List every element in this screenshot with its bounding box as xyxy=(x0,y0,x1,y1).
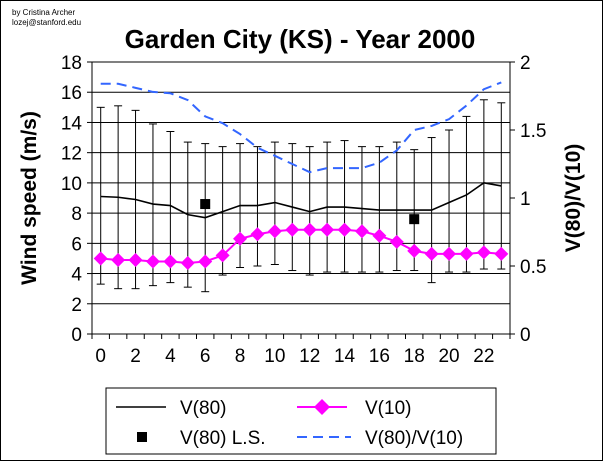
v10-marker-18 xyxy=(407,243,422,258)
y2-tick-label-3: 1.5 xyxy=(520,121,546,142)
legend-v10-swatch-marker xyxy=(314,399,330,415)
y-tick-label-2: 4 xyxy=(71,265,82,286)
v10-marker-17 xyxy=(389,234,404,249)
x-tick-label-9: 18 xyxy=(404,346,425,367)
v10-marker-3 xyxy=(145,254,160,269)
x-tick-label-5: 10 xyxy=(264,346,285,367)
v10-marker-19 xyxy=(424,246,439,261)
v10-marker-5 xyxy=(180,255,195,270)
v10-marker-2 xyxy=(128,252,143,267)
v10-marker-14 xyxy=(337,222,352,237)
x-axis-ticks: 0 2 4 6 8 10 12 14 16 18 20 22 xyxy=(91,334,511,367)
plot-axes xyxy=(91,62,511,335)
y2-tick-label-2: 1 xyxy=(520,189,531,210)
chart-title: Garden City (KS) - Year 2000 xyxy=(125,24,476,54)
x-tick-label-7: 14 xyxy=(334,346,356,367)
y2-tick-label-0: 0 xyxy=(520,325,531,346)
v80-ls-marker-0 xyxy=(200,199,211,210)
y2-axis-ticks: 0 0.5 1 1.5 2 xyxy=(510,53,546,346)
x-tick-label-1: 2 xyxy=(130,346,141,367)
y-tick-label-4: 8 xyxy=(71,204,82,225)
legend-v80-ls-swatch xyxy=(137,432,147,442)
y-tick-label-8: 16 xyxy=(61,83,82,104)
y-tick-label-0: 0 xyxy=(71,325,82,346)
y2-tick-label-1: 0.5 xyxy=(520,257,546,278)
v10-marker-20 xyxy=(442,246,457,261)
y-tick-label-3: 6 xyxy=(71,234,82,255)
legend-box xyxy=(105,387,497,455)
v10-marker-9 xyxy=(250,227,265,242)
v10-marker-7 xyxy=(215,248,230,263)
v10-marker-8 xyxy=(233,231,248,246)
legend-v80-label: V(80) xyxy=(180,398,226,419)
y-tick-label-1: 2 xyxy=(71,295,82,316)
y-axis-ticks: 0 2 4 6 8 10 12 14 16 18 xyxy=(61,53,92,346)
x-tick-label-2: 4 xyxy=(165,346,176,367)
y-tick-label-6: 12 xyxy=(61,144,82,165)
v10-marker-6 xyxy=(198,254,213,269)
v10-marker-23 xyxy=(494,246,509,261)
v10-marker-1 xyxy=(111,252,126,267)
x-tick-label-6: 12 xyxy=(299,346,320,367)
x-tick-label-11: 22 xyxy=(473,346,494,367)
y2-tick-label-4: 2 xyxy=(520,53,531,74)
v10-marker-15 xyxy=(354,224,369,239)
credit-email: lozej@stanford.edu xyxy=(12,18,81,27)
v10-marker-16 xyxy=(372,228,387,243)
legend: V(80) V(10) V(80) L.S. V(80)/V(10) xyxy=(105,387,497,455)
legend-ratio-label: V(80)/V(10) xyxy=(365,428,463,449)
v10-marker-11 xyxy=(285,222,300,237)
v10-marker-13 xyxy=(320,222,335,237)
x-tick-label-0: 0 xyxy=(95,346,106,367)
v10-marker-0 xyxy=(93,251,108,266)
x-tick-label-8: 16 xyxy=(369,346,390,367)
legend-v80-ls-label: V(80) L.S. xyxy=(180,428,266,449)
x-tick-label-4: 8 xyxy=(235,346,246,367)
y-axis-label: Wind speed (m/s) xyxy=(18,111,41,285)
credit-author: by Cristina Archer xyxy=(12,8,75,17)
legend-v10-label: V(10) xyxy=(365,398,411,419)
x-tick-label-3: 6 xyxy=(200,346,211,367)
v10-marker-4 xyxy=(163,254,178,269)
y-tick-label-9: 18 xyxy=(61,53,82,74)
series-ratio-line xyxy=(100,81,502,174)
v10-marker-12 xyxy=(302,222,317,237)
v10-marker-21 xyxy=(459,246,474,261)
series-v80-line xyxy=(100,182,502,219)
v10-marker-22 xyxy=(476,245,491,260)
y-tick-label-7: 14 xyxy=(61,113,83,134)
series-markers xyxy=(93,199,509,270)
v10-marker-10 xyxy=(267,224,282,239)
y2-axis-label: V(80)/V(10) xyxy=(562,144,585,253)
v80-ls-marker-1 xyxy=(409,214,420,225)
y-tick-label-5: 10 xyxy=(61,174,82,195)
x-tick-label-10: 20 xyxy=(438,346,459,367)
